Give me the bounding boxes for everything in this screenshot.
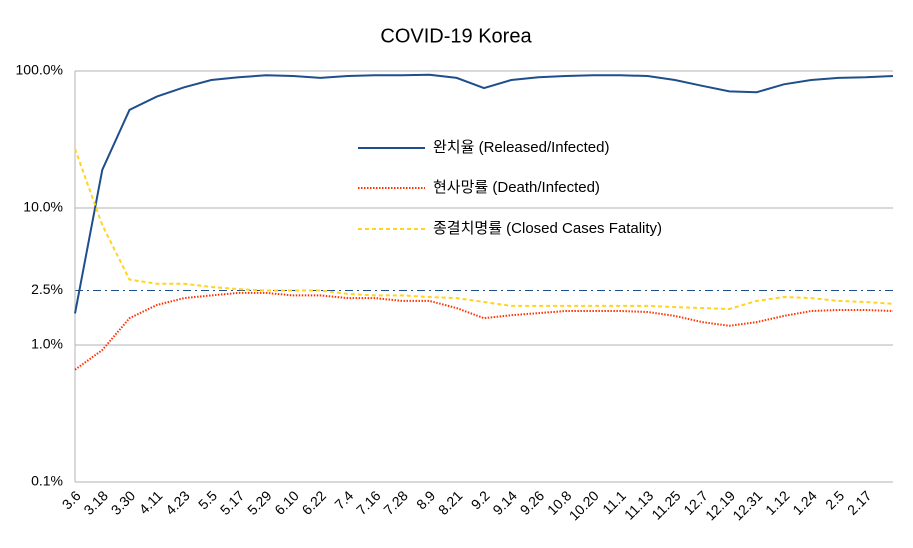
legend-label: 현사망률 (Death/Infected) bbox=[433, 179, 600, 196]
x-tick-label: 9.2 bbox=[468, 487, 493, 512]
series-line bbox=[74, 148, 894, 311]
x-tick-label: 5.17 bbox=[217, 487, 248, 518]
x-tick-label: 7.4 bbox=[331, 487, 356, 512]
y-tick-label: 100.0% bbox=[16, 62, 63, 78]
x-tick-label: 2.5 bbox=[822, 487, 847, 512]
x-tick-label: 8.21 bbox=[435, 487, 466, 518]
x-tick-label: 11.13 bbox=[621, 487, 657, 523]
x-tick-label: 2.17 bbox=[844, 487, 875, 518]
x-tick-label: 7.28 bbox=[380, 487, 411, 518]
x-tick-label: 10.20 bbox=[566, 487, 602, 523]
x-tick-label: 5.29 bbox=[244, 487, 275, 518]
x-tick-label: 12.31 bbox=[729, 487, 765, 523]
x-tick-label: 8.9 bbox=[413, 487, 438, 512]
x-tick-label: 6.22 bbox=[299, 487, 330, 518]
y-tick-label: 10.0% bbox=[23, 199, 63, 215]
x-tick-label: 7.16 bbox=[353, 487, 384, 518]
x-tick-label: 4.23 bbox=[162, 487, 193, 518]
y-tick-label: 1.0% bbox=[31, 336, 63, 352]
x-tick-label: 1.24 bbox=[789, 487, 820, 518]
series-line bbox=[74, 73, 894, 314]
y-tick-label: 0.1% bbox=[31, 473, 63, 489]
x-tick-label: 11.25 bbox=[648, 487, 684, 523]
x-tick-label: 9.26 bbox=[517, 487, 548, 518]
series-line bbox=[74, 291, 894, 371]
x-tick-label: 3.30 bbox=[108, 487, 139, 518]
x-tick-label: 3.6 bbox=[59, 487, 84, 512]
x-tick-label: 4.11 bbox=[136, 487, 166, 517]
x-tick-label: 5.5 bbox=[195, 487, 220, 512]
x-tick-label: 12.19 bbox=[702, 487, 738, 523]
legend-label: 종결치명률 (Closed Cases Fatality) bbox=[433, 220, 662, 237]
y-tick-label: 2.5% bbox=[31, 281, 63, 297]
x-tick-label: 9.14 bbox=[489, 487, 520, 518]
chart-title: COVID-19 Korea bbox=[380, 25, 532, 47]
x-tick-label: 1.12 bbox=[762, 487, 793, 518]
legend-label: 완치율 (Released/Infected) bbox=[433, 139, 609, 156]
x-tick-label: 3.18 bbox=[80, 487, 111, 518]
x-tick-label: 6.10 bbox=[271, 487, 302, 518]
